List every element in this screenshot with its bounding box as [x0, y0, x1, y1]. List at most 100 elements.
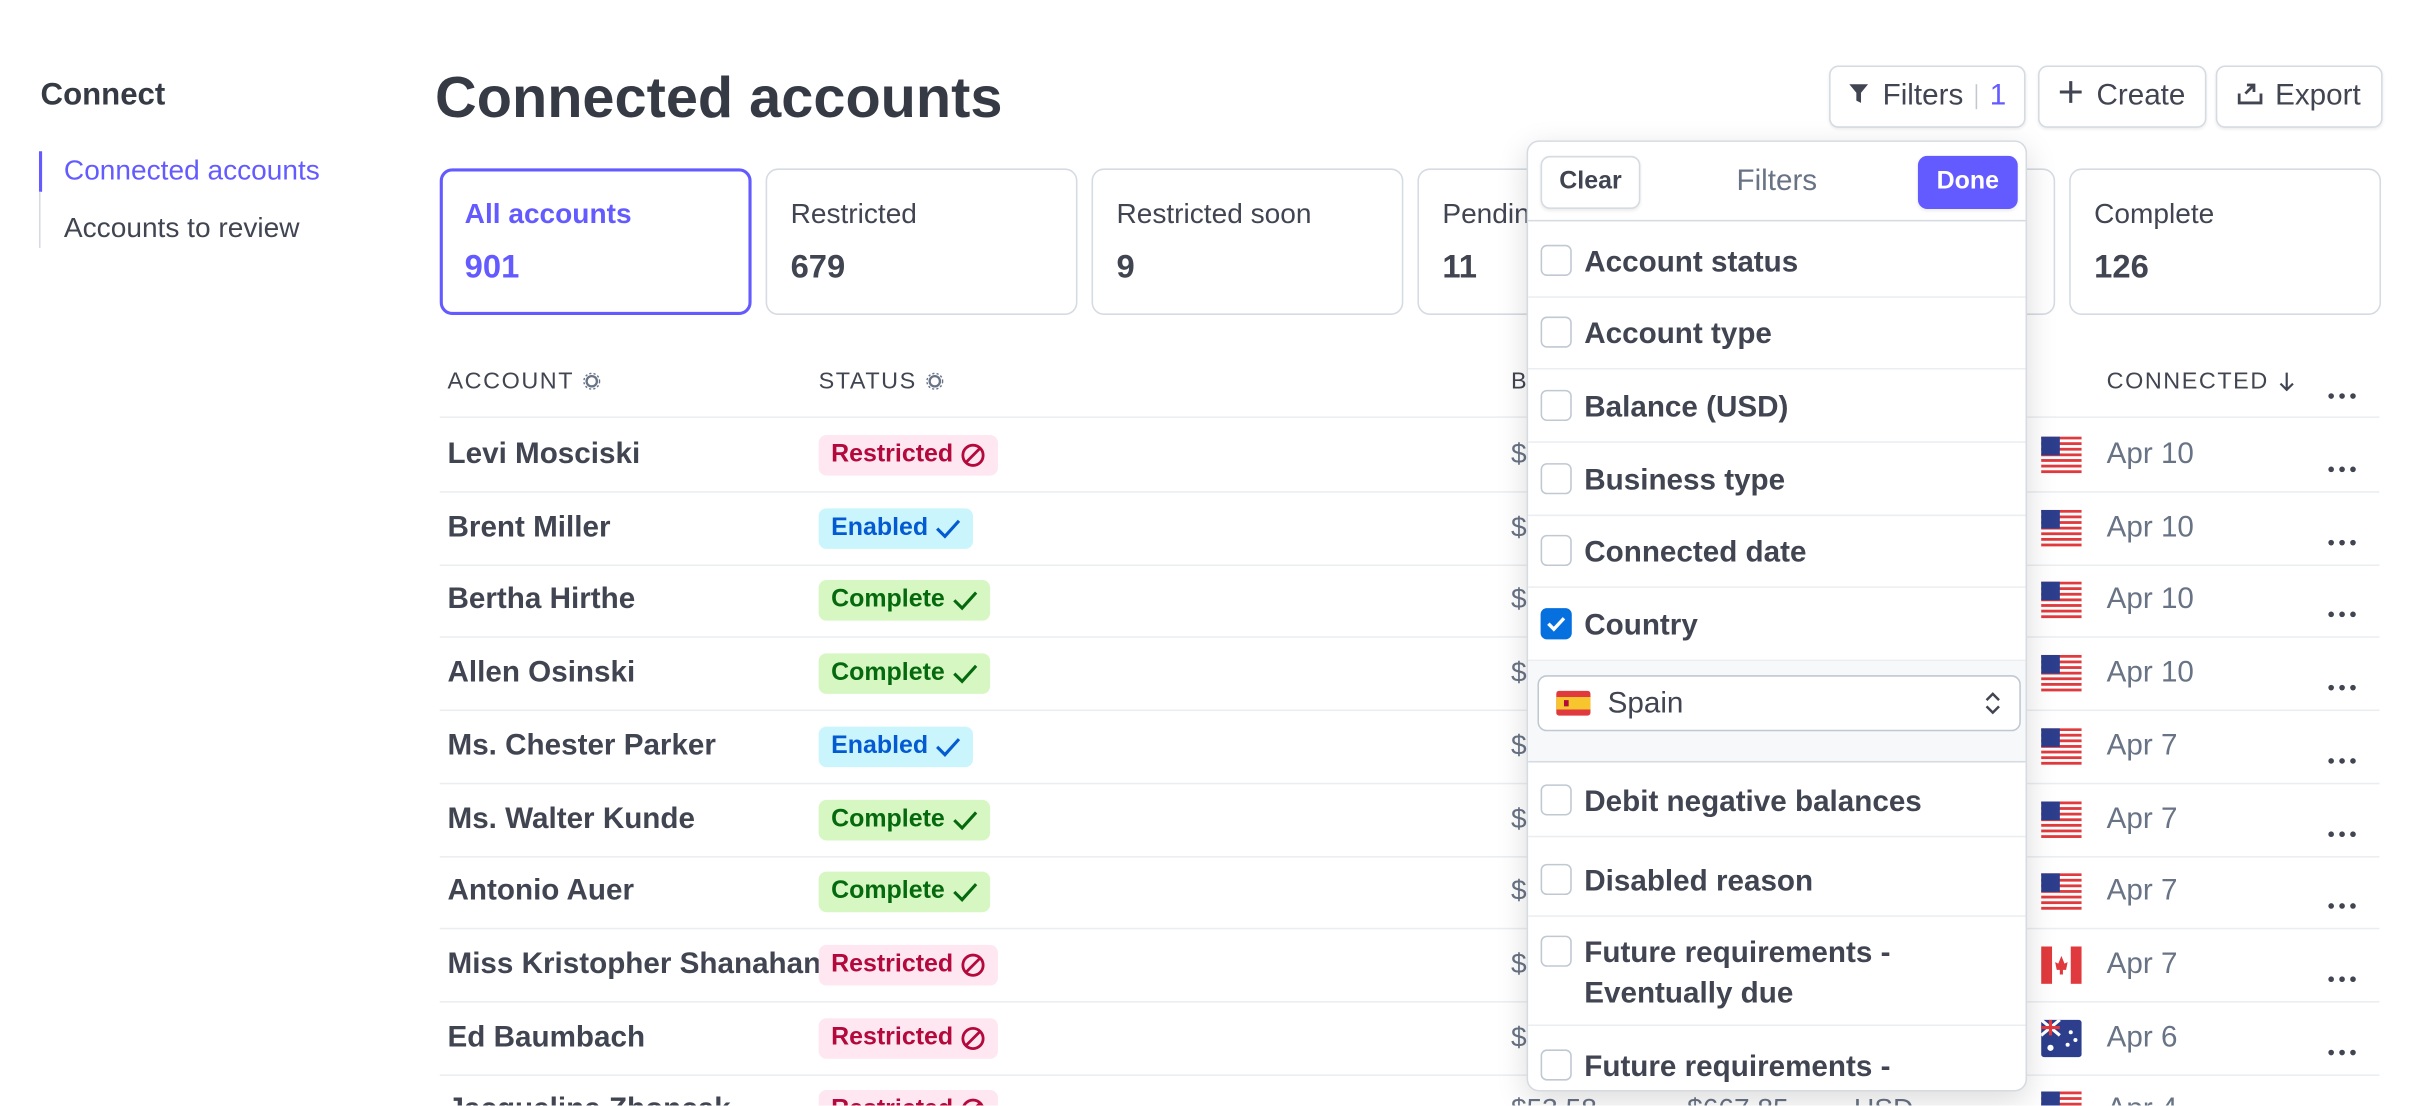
country-flag — [2041, 509, 2082, 554]
checkbox[interactable] — [1540, 608, 1572, 640]
separator — [1975, 84, 1978, 110]
popover-title: Filters — [1736, 165, 1818, 199]
status-label: Complete — [831, 586, 945, 614]
connected-date: Apr 4 — [2107, 1094, 2178, 1106]
icon-part — [963, 1099, 984, 1106]
icon-part — [961, 1026, 985, 1050]
icon-part — [961, 443, 985, 467]
header-line — [439, 416, 2380, 418]
tab[interactable]: Restricted 679 — [765, 168, 1078, 315]
status-label: Complete — [831, 878, 945, 905]
row-menu[interactable] — [2328, 962, 2356, 990]
col-account: ACCOUNT — [448, 368, 601, 395]
icon-part — [2041, 582, 2082, 620]
icon-part — [2041, 655, 2082, 693]
icon-part — [2328, 466, 2356, 473]
filter-option[interactable]: Country — [1584, 609, 1698, 643]
status-label: Restricted — [831, 441, 954, 468]
icon-part — [2339, 684, 2345, 691]
icon-part — [1849, 84, 1869, 103]
country-select[interactable]: Spain — [1537, 675, 2021, 732]
checkbox[interactable] — [1540, 389, 1572, 422]
tab[interactable]: Complete 126 — [2069, 168, 2382, 315]
nav-link[interactable]: Accounts to review — [63, 212, 300, 244]
icon-part — [2328, 757, 2356, 764]
status-label: Complete — [831, 805, 945, 832]
row-menu[interactable] — [2328, 889, 2356, 917]
country-flag — [2041, 1091, 2082, 1106]
status-label: Restricted — [831, 951, 954, 978]
export-button[interactable]: Export — [2215, 65, 2383, 128]
checkbox[interactable] — [1540, 1049, 1572, 1081]
icon-part — [2350, 757, 2356, 764]
clear-button[interactable]: Clear — [1540, 155, 1641, 209]
checkbox[interactable] — [1540, 463, 1572, 495]
row-line — [439, 782, 2380, 785]
icon-part — [2328, 976, 2356, 982]
filter-option[interactable]: Business type — [1584, 464, 1786, 498]
filter-option[interactable]: Debit negative balances — [1584, 785, 1922, 819]
filter-option[interactable]: Disabled reason — [1584, 865, 1814, 899]
row-menu[interactable] — [2328, 1035, 2356, 1063]
more-menu[interactable] — [2328, 379, 2356, 407]
icon-part — [953, 883, 978, 903]
account-name: Antonio Auer — [447, 875, 635, 908]
icon-part — [2041, 436, 2082, 440]
connected-date: Apr 7 — [2106, 729, 2178, 763]
checkbox[interactable] — [1540, 244, 1572, 276]
balance: $ — [1510, 438, 1527, 470]
icon-part — [2041, 1091, 2082, 1095]
filter-option[interactable]: Future requirements - Eventually due — [1584, 937, 1891, 1011]
icon-part — [2070, 946, 2082, 984]
filter-option[interactable]: Account type — [1584, 318, 1772, 351]
nav-link[interactable]: Connected accounts — [63, 154, 320, 186]
icon-part — [2055, 955, 2068, 975]
icon-part — [2328, 393, 2356, 399]
tab-label: Restricted soon — [1116, 198, 1312, 230]
tab[interactable]: Restricted soon 9 — [1091, 168, 1404, 315]
row-menu[interactable] — [2328, 598, 2356, 626]
connected-date: Apr 10 — [2106, 583, 2194, 617]
filter-option[interactable]: Connected date — [1584, 536, 1807, 570]
status-badge: Enabled — [818, 507, 974, 549]
row-menu[interactable] — [2328, 743, 2356, 771]
row-line — [439, 1073, 2380, 1076]
row-menu[interactable] — [2328, 671, 2356, 699]
icon-part — [2350, 466, 2356, 473]
status-badge: Complete — [818, 580, 991, 622]
icon-part — [2060, 81, 2083, 103]
create-button[interactable]: Create — [2038, 65, 2207, 128]
option-divider — [1528, 1024, 2026, 1027]
row-menu[interactable] — [2328, 525, 2356, 553]
checkbox[interactable] — [1540, 784, 1572, 816]
done-button[interactable]: Done — [1917, 155, 2018, 209]
tab[interactable]: All accounts 901 — [439, 168, 752, 315]
filter-option[interactable]: Future requirements - — [1584, 1050, 1891, 1084]
connected-date: Apr 10 — [2106, 438, 2194, 471]
status-label: Complete — [831, 659, 945, 687]
icon-part — [2041, 946, 2082, 984]
checkbox[interactable] — [1540, 316, 1572, 348]
status-badge: Restricted — [818, 1017, 999, 1059]
export-icon — [2237, 80, 2263, 114]
filters-label: Filters — [1882, 79, 1964, 113]
icon-part — [2041, 907, 2082, 910]
icon-part — [2350, 830, 2356, 837]
sidebar-title: Connect — [40, 77, 166, 113]
row-line — [439, 563, 2380, 566]
status-label: Restricted — [831, 1097, 953, 1106]
checkbox[interactable] — [1540, 863, 1572, 896]
filter-option[interactable]: Account status — [1584, 246, 1799, 280]
row-menu[interactable] — [2328, 452, 2356, 480]
checkbox[interactable] — [1540, 935, 1572, 967]
checkbox[interactable] — [1540, 534, 1572, 567]
icon-part — [2041, 834, 2082, 838]
icon-part — [2041, 593, 2082, 597]
filters-button[interactable]: Filters 1 — [1829, 65, 2026, 128]
icon-part — [2041, 436, 2060, 456]
icon-part — [2328, 830, 2356, 837]
filter-icon — [1848, 80, 1870, 114]
filter-option[interactable]: Balance (USD) — [1584, 391, 1789, 425]
row-menu[interactable] — [2328, 816, 2356, 844]
icon-part — [2060, 81, 2083, 103]
